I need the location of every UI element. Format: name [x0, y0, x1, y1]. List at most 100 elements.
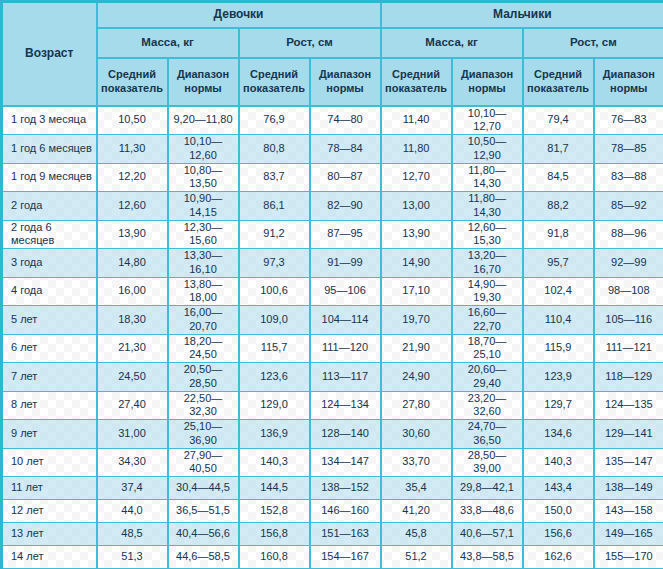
table-row: 1 год 9 месяцев12,2010,80—13,5083,780—87…: [2, 163, 663, 192]
girls-mass-range-header: Диапазон нормы: [168, 58, 239, 106]
table-row: 1 год 3 месяца10,509,20—11,8076,974—8011…: [2, 106, 663, 135]
value-cell: 43,8—58,5: [452, 546, 523, 569]
value-cell: 84,5: [523, 163, 594, 192]
value-cell: 78—84: [310, 135, 381, 164]
value-cell: 13,20—16,70: [452, 249, 523, 278]
value-cell: 41,20: [381, 500, 452, 523]
value-cell: 88,2: [523, 192, 594, 221]
value-cell: 140,3: [239, 448, 310, 477]
value-cell: 13,30—16,10: [168, 249, 239, 278]
value-cell: 11,80—14,30: [452, 163, 523, 192]
value-cell: 83,7: [239, 163, 310, 192]
value-cell: 82—90: [310, 192, 381, 221]
value-cell: 83—88: [594, 163, 663, 192]
value-cell: 11,80: [381, 135, 452, 164]
value-cell: 23,20—32,60: [452, 391, 523, 420]
value-cell: 95—106: [310, 277, 381, 306]
age-cell: 10 лет: [2, 448, 97, 477]
value-cell: 36,5—51,5: [168, 500, 239, 523]
value-cell: 27,90—40,50: [168, 448, 239, 477]
value-cell: 146—160: [310, 500, 381, 523]
age-cell: 6 лет: [2, 334, 97, 363]
value-cell: 12,30—15,60: [168, 220, 239, 249]
boys-mass-avg-header: Средний показатель: [381, 58, 452, 106]
value-cell: 149—165: [594, 523, 663, 546]
value-cell: 76,9: [239, 106, 310, 135]
value-cell: 135—147: [594, 448, 663, 477]
table-row: 10 лет34,3027,90—40,50140,3134—14733,702…: [2, 448, 663, 477]
value-cell: 92—99: [594, 249, 663, 278]
value-cell: 111—120: [310, 334, 381, 363]
value-cell: 34,30: [97, 448, 168, 477]
age-cell: 1 год 3 месяца: [2, 106, 97, 135]
value-cell: 128—140: [310, 420, 381, 449]
value-cell: 87—95: [310, 220, 381, 249]
boys-height-avg-header: Средний показатель: [523, 58, 594, 106]
value-cell: 33,70: [381, 448, 452, 477]
value-cell: 109,0: [239, 306, 310, 335]
value-cell: 10,80—13,50: [168, 163, 239, 192]
value-cell: 124—135: [594, 391, 663, 420]
value-cell: 10,10—12,70: [452, 106, 523, 135]
girls-mass-avg-header: Средний показатель: [97, 58, 168, 106]
table-row: 12 лет44,036,5—51,5152,8146—16041,2033,8…: [2, 500, 663, 523]
value-cell: 14,80: [97, 249, 168, 278]
value-cell: 27,40: [97, 391, 168, 420]
value-cell: 105—116: [594, 306, 663, 335]
value-cell: 51,2: [381, 546, 452, 569]
value-cell: 31,00: [97, 420, 168, 449]
table-row: 7 лет24,5020,50—28,50123,6113—11724,9020…: [2, 363, 663, 392]
value-cell: 13,80—18,00: [168, 277, 239, 306]
value-cell: 30,4—44,5: [168, 477, 239, 500]
value-cell: 115,9: [523, 334, 594, 363]
value-cell: 100,6: [239, 277, 310, 306]
value-cell: 10,10—12,60: [168, 135, 239, 164]
age-column-header: Возраст: [2, 2, 97, 106]
value-cell: 10,90—14,15: [168, 192, 239, 221]
girls-height-range-header: Диапазон нормы: [310, 58, 381, 106]
value-cell: 21,90: [381, 334, 452, 363]
value-cell: 124—134: [310, 391, 381, 420]
value-cell: 11,30: [97, 135, 168, 164]
value-cell: 80,8: [239, 135, 310, 164]
value-cell: 91,8: [523, 220, 594, 249]
value-cell: 78—85: [594, 135, 663, 164]
value-cell: 30,60: [381, 420, 452, 449]
value-cell: 40,6—57,1: [452, 523, 523, 546]
age-cell: 2 года: [2, 192, 97, 221]
age-cell: 13 лет: [2, 523, 97, 546]
value-cell: 115,7: [239, 334, 310, 363]
value-cell: 91,2: [239, 220, 310, 249]
value-cell: 123,9: [523, 363, 594, 392]
value-cell: 35,4: [381, 477, 452, 500]
value-cell: 21,30: [97, 334, 168, 363]
value-cell: 144,5: [239, 477, 310, 500]
value-cell: 150,0: [523, 500, 594, 523]
table-row: 2 года 6 месяцев13,9012,30—15,6091,287—9…: [2, 220, 663, 249]
value-cell: 25,10—36,90: [168, 420, 239, 449]
value-cell: 27,80: [381, 391, 452, 420]
value-cell: 123,6: [239, 363, 310, 392]
value-cell: 134—147: [310, 448, 381, 477]
value-cell: 113—117: [310, 363, 381, 392]
value-cell: 18,20—24,50: [168, 334, 239, 363]
value-cell: 88—96: [594, 220, 663, 249]
table-row: 3 года14,8013,30—16,1097,391—9914,9013,2…: [2, 249, 663, 278]
table-row: 11 лет37,430,4—44,5144,5138—15235,429,8—…: [2, 477, 663, 500]
value-cell: 104—114: [310, 306, 381, 335]
value-cell: 18,30: [97, 306, 168, 335]
value-cell: 44,6—58,5: [168, 546, 239, 569]
value-cell: 85—92: [594, 192, 663, 221]
value-cell: 19,70: [381, 306, 452, 335]
value-cell: 16,60—22,70: [452, 306, 523, 335]
value-cell: 11,80—14,30: [452, 192, 523, 221]
girls-height-header: Рост, см: [239, 28, 381, 58]
value-cell: 162,6: [523, 546, 594, 569]
value-cell: 91—99: [310, 249, 381, 278]
value-cell: 44,0: [97, 500, 168, 523]
table-row: 13 лет48,540,4—56,6156,8151—16345,840,6—…: [2, 523, 663, 546]
value-cell: 24,50: [97, 363, 168, 392]
value-cell: 102,4: [523, 277, 594, 306]
value-cell: 28,50—39,00: [452, 448, 523, 477]
value-cell: 154—167: [310, 546, 381, 569]
